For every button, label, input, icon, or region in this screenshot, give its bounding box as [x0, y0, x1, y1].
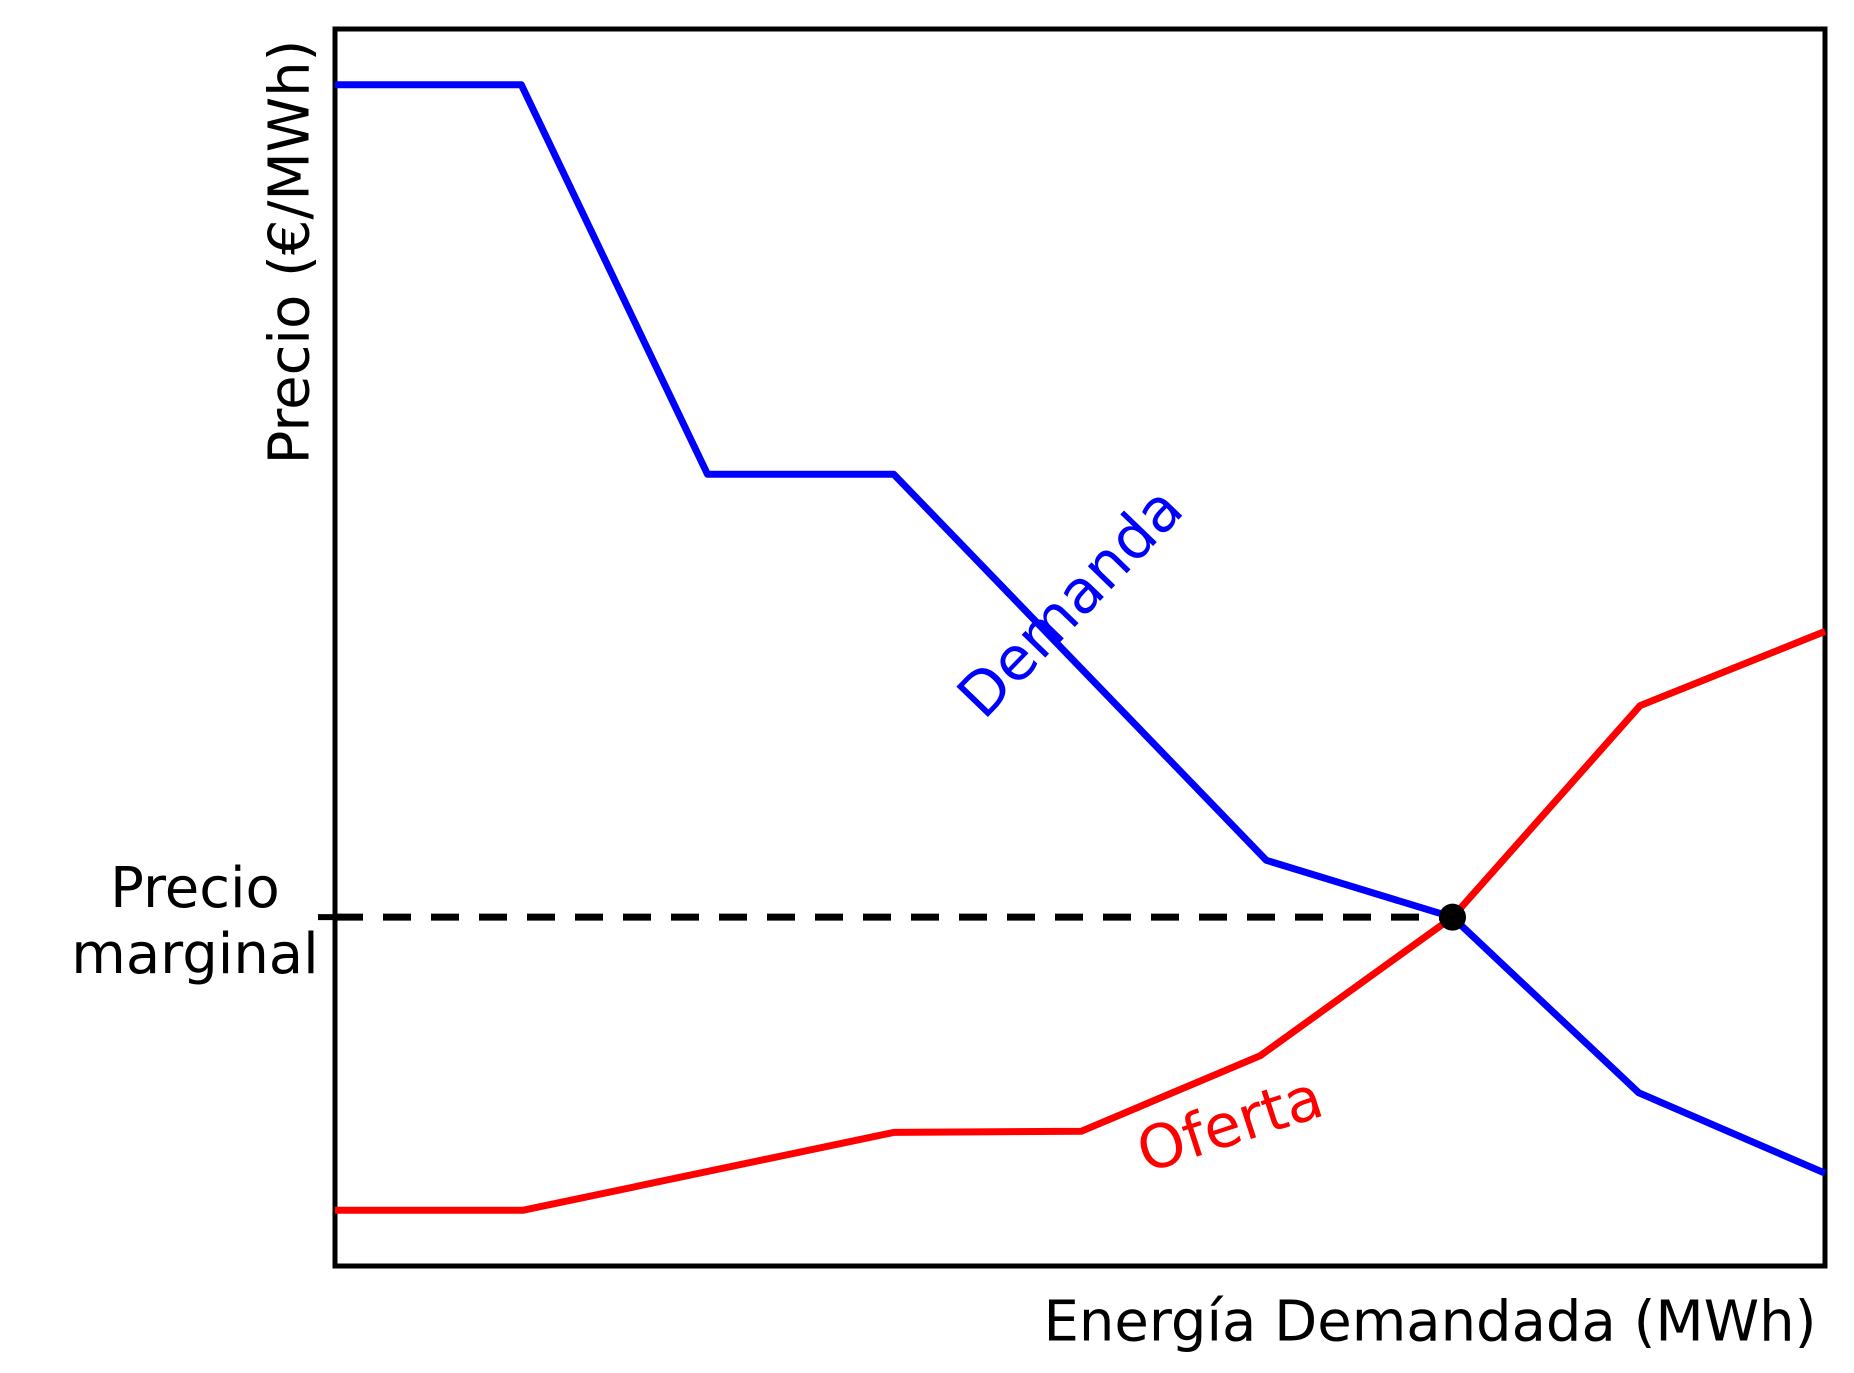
- plot-area-border: [332, 26, 1828, 1269]
- equilibrium-point-dot: [1439, 903, 1466, 931]
- demanda-curve-label: Demanda: [944, 474, 1197, 732]
- oferta-curve-label: Oferta: [1129, 1062, 1332, 1187]
- demanda-curve: [335, 81, 1827, 1177]
- y-axis-label: Precio (€/MWh): [257, 39, 323, 465]
- marginal-price-annotation: Precio marginal: [71, 855, 319, 987]
- x-axis-label: Energía Demandada (MWh): [1043, 1289, 1817, 1355]
- oferta-curve: [335, 628, 1827, 1214]
